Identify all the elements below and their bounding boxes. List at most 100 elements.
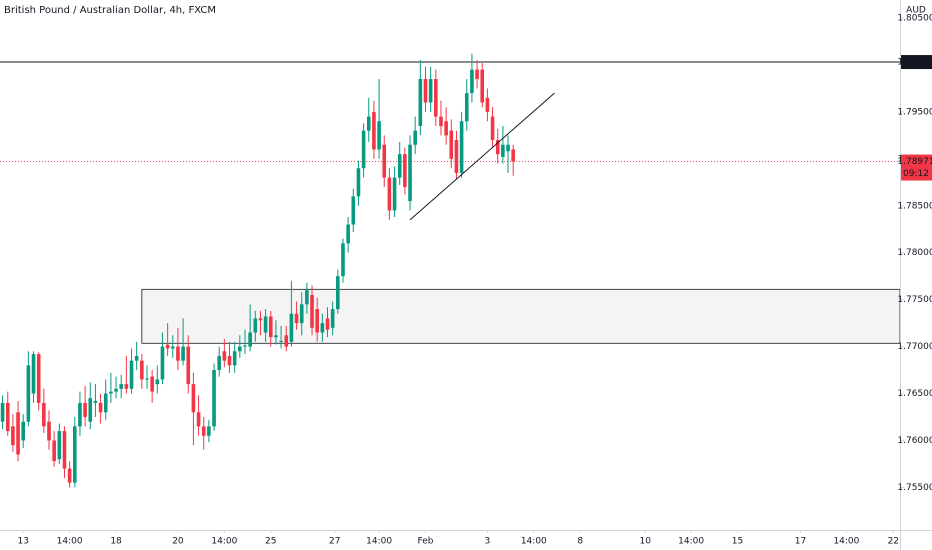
chart-title: British Pound / Australian Dollar, 4h, F… [4, 5, 216, 16]
y-tick-label: 1.80500 [897, 14, 932, 24]
candle-body [62, 431, 67, 469]
candle-body [274, 335, 278, 338]
candle-body [253, 318, 258, 333]
x-tick-label: 22 [888, 537, 899, 547]
candle-body [72, 426, 77, 483]
y-tick-label: 1.79500 [897, 107, 932, 117]
candle-body [217, 355, 222, 371]
candle-body [114, 388, 118, 392]
x-tick-label: 14:00 [366, 537, 392, 547]
candle-body [397, 154, 402, 178]
candle-body [165, 344, 170, 349]
candle-body [284, 335, 289, 347]
trendline [409, 92, 555, 221]
candle-body [160, 346, 165, 380]
plot-area [0, 53, 901, 488]
countdown-label: 09:12 [903, 169, 929, 179]
candle-body [201, 426, 206, 436]
currency-label: AUD [906, 6, 926, 16]
candle-body [325, 318, 330, 330]
candle-body [320, 323, 325, 333]
candle-body [227, 355, 232, 366]
candle-body [191, 384, 196, 413]
candle-body [248, 332, 252, 347]
candle-body [109, 391, 113, 394]
y-tick-label: 1.78500 [897, 201, 932, 211]
candle-body [418, 79, 423, 126]
candle-body [387, 177, 392, 211]
x-tick-label: 15 [732, 537, 743, 547]
candle-body [176, 346, 180, 361]
candle-body [124, 384, 129, 389]
x-tick-label: Feb [418, 537, 434, 547]
candle-body [408, 144, 412, 202]
candle-body [305, 290, 309, 305]
x-tick-label: 8 [577, 537, 583, 547]
candle-body [42, 402, 46, 427]
candle-body [356, 168, 361, 197]
candle-body [392, 177, 397, 211]
candle-body [413, 130, 417, 145]
candle-body [57, 431, 62, 460]
candle-body [366, 116, 371, 131]
candle-body [279, 340, 283, 342]
candle-body [21, 421, 26, 441]
x-tick-label: 14:00 [833, 537, 859, 547]
candle-body [289, 313, 294, 342]
candle-body [52, 440, 56, 462]
candle-body [377, 121, 381, 150]
candle-body [268, 316, 273, 338]
candle-body [207, 426, 211, 436]
candle-body [439, 116, 443, 126]
candle-body [495, 140, 500, 155]
candle-body [449, 130, 454, 159]
last-price-label-bg [901, 154, 932, 181]
y-tick-label: 1.76500 [897, 389, 932, 399]
horizontal-line-label: 1.80031 [897, 58, 932, 68]
candle-body [31, 354, 36, 394]
candle-body [511, 149, 515, 162]
x-tick-label: 27 [329, 537, 340, 547]
candle-body [336, 276, 340, 310]
candle-body [26, 365, 31, 422]
candle-body [83, 402, 87, 417]
candle-body [480, 69, 485, 103]
candle-body [47, 421, 51, 441]
x-tick-label: 18 [110, 537, 122, 547]
candle-body [129, 360, 134, 389]
candle-body [475, 69, 479, 80]
candle-body [155, 379, 160, 385]
candle-body [444, 121, 448, 136]
candle-body [150, 376, 154, 392]
candle-body [243, 345, 247, 347]
zone [141, 288, 901, 344]
candle-body [140, 360, 144, 380]
candle-body [506, 144, 510, 152]
candle-body [434, 79, 438, 117]
candle-body [315, 309, 319, 333]
candle-body [11, 426, 15, 446]
x-tick-label: 20 [172, 537, 184, 547]
candle-body [232, 351, 237, 366]
candle-body [222, 351, 227, 361]
candle-body [294, 313, 299, 324]
candle-body [263, 316, 268, 333]
candle-body [351, 196, 356, 225]
candle-body [341, 243, 345, 277]
candle-body [372, 111, 376, 150]
candle-body [119, 384, 124, 389]
candle-body [134, 355, 139, 361]
candle-body [470, 69, 474, 94]
candle-body [382, 144, 387, 178]
candle-body [454, 140, 459, 173]
x-tick-label: 10 [639, 537, 651, 547]
candle-body [346, 224, 350, 244]
candle-body [0, 402, 5, 422]
candle-body [196, 412, 201, 427]
x-tick-label: 14:00 [211, 537, 237, 547]
last-price-label: 1.78971 [897, 157, 932, 167]
x-tick-label: 14:00 [678, 537, 704, 547]
